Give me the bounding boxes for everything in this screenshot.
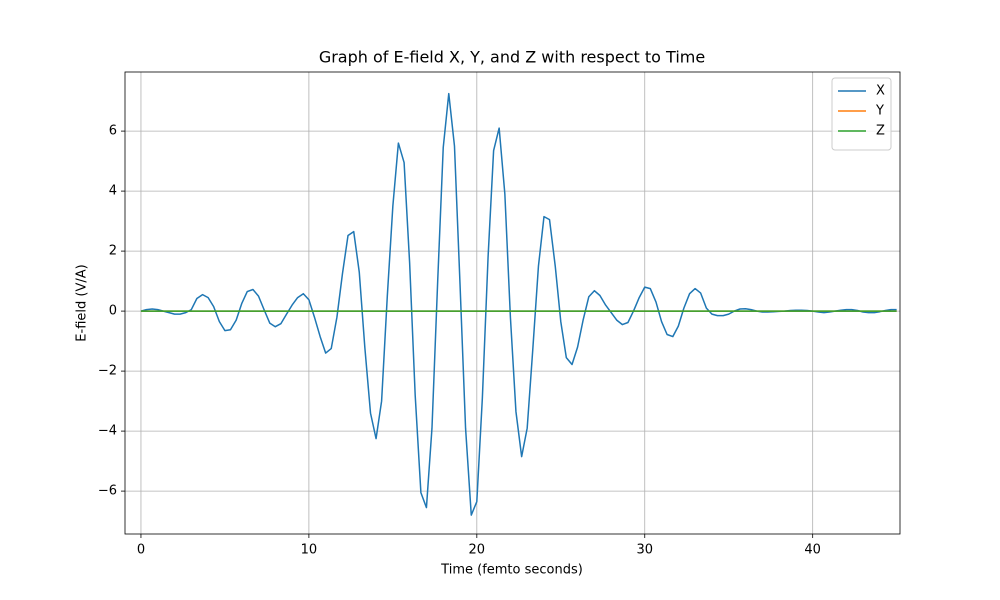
y-tick-label: 6 [109,124,117,139]
x-tick-label: 10 [301,543,318,558]
axes-frame [124,71,901,535]
y-tick-label: 4 [109,184,117,199]
legend-label: Z [876,124,885,139]
line-layer [140,92,897,516]
legend-label: Y [875,104,884,119]
y-tick-label: −2 [98,364,117,379]
chart-title: Graph of E-field X, Y, and Z with respec… [319,48,705,67]
x-tick-label: 20 [469,543,486,558]
y-tick-label: 2 [109,244,117,259]
x-tick-label: 40 [804,543,821,558]
x-tick-label: 0 [137,543,145,558]
legend-label: X [876,84,885,99]
legend-box [831,77,892,151]
x-axis-label: Time (femto seconds) [440,563,583,578]
x-tick-label: 30 [636,543,653,558]
legend: XYZ [831,77,892,151]
y-tick-label: −4 [98,424,117,439]
y-tick-label: −6 [98,484,117,499]
y-axis-label: E-field (V/A) [75,264,90,341]
y-tick-label: 0 [109,304,117,319]
